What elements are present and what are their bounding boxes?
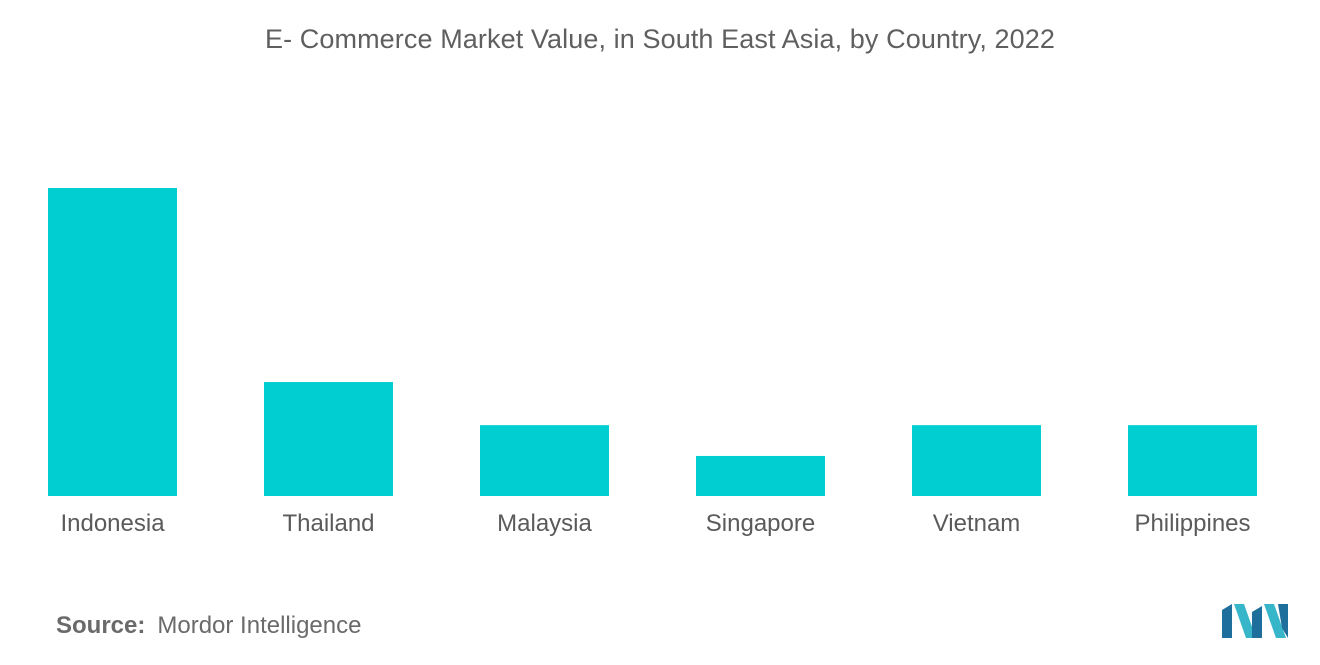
category-labels-group: Indonesia Thailand Malaysia Singapore Vietna… [60,510,1250,537]
bar-vietnam [912,425,1041,496]
bar-thailand [264,382,393,496]
bar-philippines [1128,425,1257,496]
mordor-intelligence-logo-icon [1222,604,1288,638]
category-label-vietnam: Vietnam [933,510,1021,537]
source-label: Source: [56,612,146,639]
bar-indonesia [48,188,177,496]
bars-group [48,188,1257,496]
source-note: Source: Mordor Intelligence [56,612,361,640]
chart-title: E- Commerce Market Value, in South East … [264,24,1056,54]
bar-chart: Indonesia Thailand Malaysia Singapore Vietna… [48,188,1257,537]
category-label-malaysia: Malaysia [497,510,592,537]
category-label-singapore: Singapore [706,510,815,537]
source-value: Mordor Intelligence [157,612,362,639]
category-label-thailand: Thailand [282,510,374,537]
category-label-indonesia: Indonesia [60,510,165,537]
category-label-philippines: Philippines [1134,510,1250,537]
bar-malaysia [480,425,609,496]
bar-singapore [696,455,825,496]
